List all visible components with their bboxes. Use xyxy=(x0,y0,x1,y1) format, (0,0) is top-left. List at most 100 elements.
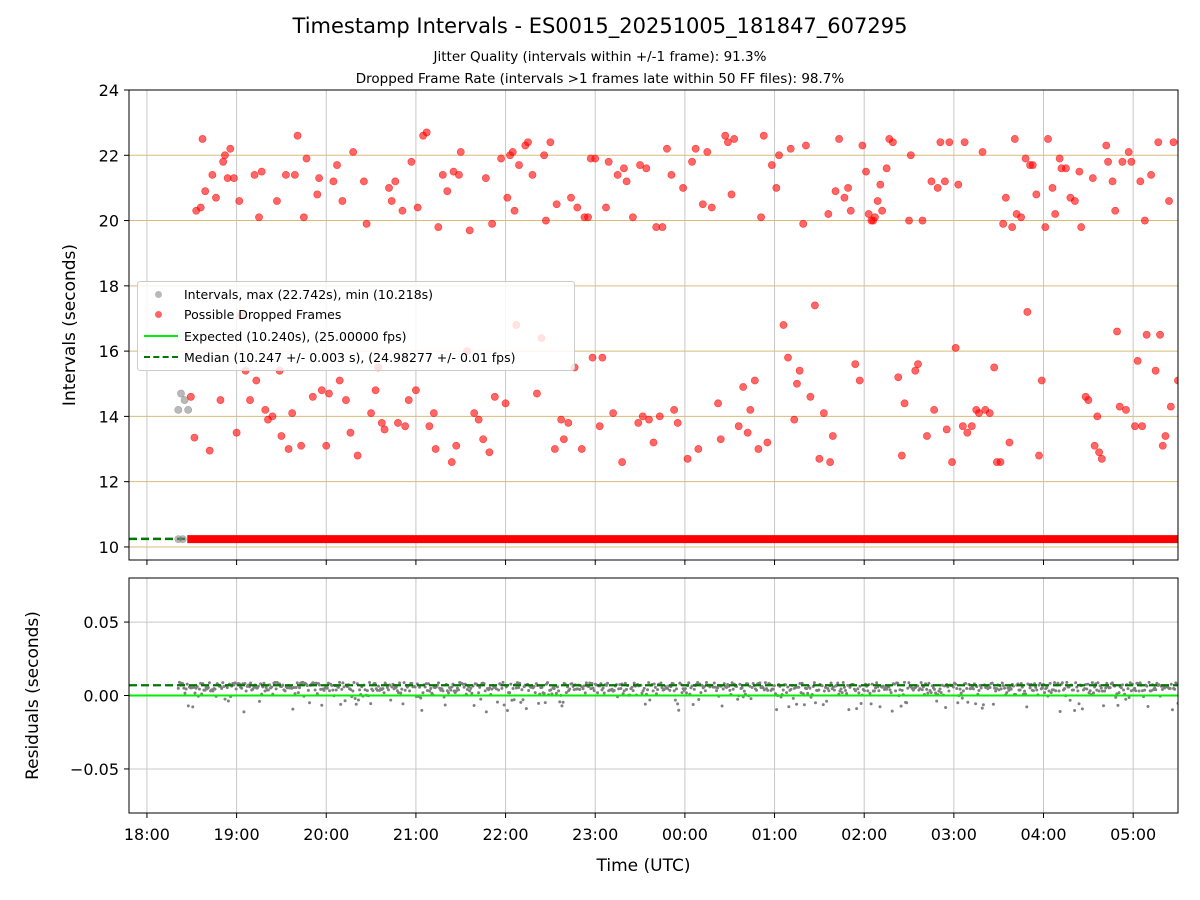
dropped-frame-point xyxy=(955,181,962,188)
dropped-frame-point xyxy=(439,171,446,178)
dropped-frame-point xyxy=(1096,449,1103,456)
x-axis-label: Time (UTC) xyxy=(596,856,691,876)
dropped-frame-point xyxy=(645,416,652,423)
residual-point xyxy=(921,688,924,691)
residual-point xyxy=(925,688,928,691)
interval-point xyxy=(177,390,184,397)
residual-point xyxy=(585,681,588,684)
residual-point xyxy=(966,701,969,704)
residual-point xyxy=(1170,683,1173,686)
residual-point xyxy=(787,705,790,708)
residual-point xyxy=(613,689,616,692)
residual-point xyxy=(659,681,662,684)
dropped-frame-point xyxy=(402,423,409,430)
dropped-frame-point xyxy=(432,445,439,452)
residual-point xyxy=(625,688,628,691)
dropped-frame-point xyxy=(466,227,473,234)
dropped-frame-point xyxy=(392,178,399,185)
residual-point xyxy=(790,688,793,691)
residual-point xyxy=(974,702,977,705)
dropped-frame-point xyxy=(426,423,433,430)
residual-point xyxy=(961,697,964,700)
residuals-y-axis-label: Residuals (seconds) xyxy=(23,611,43,780)
dropped-frame-point xyxy=(502,400,509,407)
residual-point xyxy=(722,687,725,690)
dropped-frame-point xyxy=(350,148,357,155)
dropped-frame-point xyxy=(773,184,780,191)
residual-point xyxy=(926,691,929,694)
residual-point xyxy=(603,692,606,695)
residual-point xyxy=(235,687,238,690)
residual-point xyxy=(675,687,678,690)
dropped-frame-point xyxy=(360,178,367,185)
residual-point xyxy=(478,686,481,689)
dropped-frame-point xyxy=(699,201,706,208)
residual-point xyxy=(685,691,688,694)
residual-point xyxy=(681,691,684,694)
dropped-frame-point xyxy=(650,439,657,446)
dropped-frame-point xyxy=(542,217,549,224)
dropped-frame-point xyxy=(315,175,322,182)
dropped-frame-point xyxy=(747,406,754,413)
dropped-frame-point xyxy=(1011,135,1018,142)
dropped-frame-point xyxy=(1179,403,1186,410)
top-ytick-label: 20 xyxy=(99,212,119,231)
residual-point xyxy=(817,689,820,692)
residual-point xyxy=(543,692,546,695)
xtick-label: 04:00 xyxy=(1020,825,1066,844)
residual-point xyxy=(866,689,869,692)
dropped-frame-point xyxy=(635,419,642,426)
residual-point xyxy=(353,681,356,684)
dropped-frame-point xyxy=(1042,223,1049,230)
dropped-frame-point xyxy=(486,449,493,456)
residual-point xyxy=(674,699,677,702)
dropped-frame-point xyxy=(273,197,280,204)
residual-point xyxy=(1116,704,1119,707)
residual-point xyxy=(1126,687,1129,690)
dropped-frame-point xyxy=(755,445,762,452)
residual-point xyxy=(227,700,230,703)
xtick-label: 03:00 xyxy=(931,825,977,844)
dropped-frame-point xyxy=(430,410,437,417)
dropped-frame-point xyxy=(285,445,292,452)
dropped-frame-point xyxy=(898,452,905,459)
bottom-ytick-label: 0.00 xyxy=(83,687,119,706)
residual-point xyxy=(870,702,873,705)
residual-point xyxy=(981,707,984,710)
residual-point xyxy=(1102,704,1105,707)
dropped-frame-point xyxy=(1035,452,1042,459)
dropped-frame-point xyxy=(862,168,869,175)
interval-point xyxy=(179,536,186,543)
dropped-frame-point xyxy=(744,429,751,436)
residual-point xyxy=(646,688,649,691)
dropped-frame-point xyxy=(961,139,968,146)
legend-expected: Expected (10.240s), (25.00000 fps) xyxy=(144,327,406,345)
residual-point xyxy=(982,703,985,706)
dropped-frame-point xyxy=(1119,158,1126,165)
residual-point xyxy=(1154,688,1157,691)
residual-point xyxy=(1059,710,1062,713)
residual-point xyxy=(693,688,696,691)
residual-point xyxy=(369,702,372,705)
residual-point xyxy=(335,689,338,692)
dropped-frame-point xyxy=(217,396,224,403)
residual-point xyxy=(868,692,871,695)
dropped-frame-point xyxy=(202,188,209,195)
dropped-frame-point xyxy=(991,364,998,371)
dropped-frame-point xyxy=(928,178,935,185)
dropped-frame-point xyxy=(923,432,930,439)
dropped-frame-point xyxy=(1022,155,1029,162)
residual-point xyxy=(797,686,800,689)
residual-point xyxy=(1065,681,1068,684)
dropped-frame-point xyxy=(668,171,675,178)
dropped-frame-point xyxy=(1152,367,1159,374)
residual-point xyxy=(1128,696,1131,699)
dropped-frame-point xyxy=(901,400,908,407)
dropped-frame-point xyxy=(1094,413,1101,420)
dropped-frame-point xyxy=(883,165,890,172)
dropped-frame-point xyxy=(764,439,771,446)
residual-point xyxy=(221,681,224,684)
dropped-frame-point xyxy=(253,377,260,384)
residual-point xyxy=(450,685,453,688)
dropped-frame-point xyxy=(914,361,921,368)
